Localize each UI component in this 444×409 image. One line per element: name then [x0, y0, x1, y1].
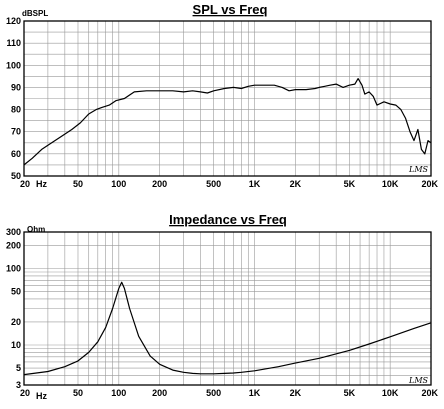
impedance-y-ticks: 3 5 10 20 50 100 200 300 [6, 227, 21, 390]
impedance-x-tick-label: 10K [382, 388, 399, 398]
spl-x-unit-label: Hz [36, 179, 47, 189]
spl-y-tick-label: 90 [11, 82, 21, 92]
spl-chart: SPL vs Freq dBSPL 50 60 70 80 90 100 110 120 20… [6, 2, 439, 189]
spl-x-tick-label: 100 [111, 179, 126, 189]
impedance-signature: LMS [408, 376, 429, 385]
impedance-chart: Impedance vs Freq Ohm 35102050100200300 … [6, 212, 439, 401]
spl-chart-title: SPL vs Freq [193, 2, 268, 17]
impedance-x-tick-label: 2K [290, 388, 302, 398]
impedance-curve [23, 281, 432, 376]
impedance-x-ticks: 20 50 100 200 500 1K 2K 5K 10K 20K [20, 388, 438, 398]
spl-x-tick-label: 50 [73, 179, 83, 189]
spl-x-tick-label: 2K [290, 179, 302, 189]
spl-x-tick-label: 10K [382, 179, 399, 189]
spl-y-tick-label: 100 [6, 60, 21, 70]
spl-plot-frame [23, 20, 432, 177]
spl-y-tick-label: 70 [11, 127, 21, 137]
spl-gridlines [23, 20, 432, 177]
spl-x-ticks: 20 50 100 200 500 1K 2K 5K 10K 20K [20, 179, 438, 189]
spl-y-ticks: 50 60 70 80 90 100 110 120 [6, 16, 21, 181]
spl-x-tick-label: 200 [152, 179, 167, 189]
spl-x-tick-label: 20 [20, 179, 30, 189]
impedance-x-tick-label: 1K [249, 388, 261, 398]
spl-y-tick-label: 60 [11, 149, 21, 159]
impedance-y-unit-label: Ohm [27, 225, 45, 234]
impedance-x-unit-label: Hz [36, 391, 47, 401]
spl-y-tick-label: 50 [11, 171, 21, 181]
spl-x-tick-label: 20K [421, 179, 438, 189]
impedance-y-tick-label: 10 [11, 340, 21, 350]
impedance-y-tick-label: 5 [16, 363, 21, 373]
impedance-x-tick-label: 100 [111, 388, 126, 398]
spl-y-tick-label: 120 [6, 16, 21, 26]
impedance-x-tick-label: 500 [206, 388, 221, 398]
impedance-plot-frame [23, 231, 432, 386]
impedance-y-tick-label: 50 [11, 287, 21, 297]
spl-y-unit-label: dBSPL [22, 9, 48, 18]
impedance-y-tick-label: 20 [11, 317, 21, 327]
spl-x-tick-label: 5K [344, 179, 356, 189]
spl-y-tick-label: 80 [11, 105, 21, 115]
spl-y-tick-label: 110 [6, 38, 21, 48]
impedance-x-tick-label: 20 [20, 388, 30, 398]
impedance-y-tick-label: 100 [6, 263, 21, 273]
impedance-gridlines [23, 231, 432, 386]
impedance-y-tick-label: 3 [16, 380, 21, 390]
spl-x-tick-label: 1K [249, 179, 261, 189]
spl-curve [23, 78, 432, 166]
impedance-y-tick-label: 300 [6, 227, 21, 237]
spl-signature: LMS [408, 165, 429, 174]
impedance-x-tick-label: 50 [73, 388, 83, 398]
impedance-chart-title: Impedance vs Freq [169, 212, 287, 227]
spl-x-tick-label: 500 [206, 179, 221, 189]
impedance-x-tick-label: 20K [421, 388, 438, 398]
impedance-x-tick-label: 5K [344, 388, 356, 398]
impedance-x-tick-label: 200 [152, 388, 167, 398]
impedance-y-tick-label: 200 [6, 240, 21, 250]
